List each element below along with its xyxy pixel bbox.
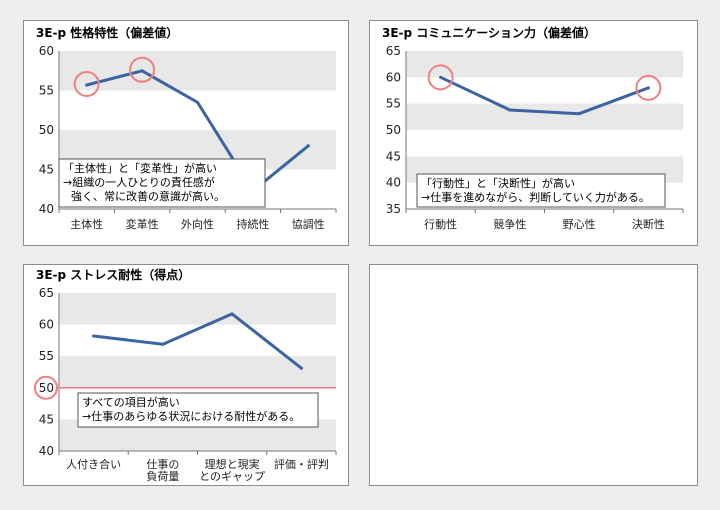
annotation-text: 強く、常に改善の意識が高い。 [71,189,225,203]
personality-chart: 3E-p 性格特性（偏差値） 60 55 50 45 40 主体性 変革性 外向性 持続性 協調性 「… [36,25,337,231]
highlight-circle [34,375,58,400]
highlight-circle [73,70,100,97]
chart-panel-stress: 3E-p ストレス耐性（得点） 65 60 55 50 45 40 人付き合い 仕事の負荷量 理想… [23,264,349,486]
annotation-text: →仕事を進めながら、判断していく力がある。 [421,190,650,204]
y-tick-label: 40 [39,202,54,216]
data-point [646,86,650,90]
annotation-box [416,173,666,208]
y-tick-label: 50 [386,123,401,137]
y-tick-label: 55 [39,349,54,363]
data-point [85,83,89,87]
x-category-label: 仕事の負荷量 [146,458,179,483]
data-point [577,112,581,116]
grid-band [59,356,336,388]
annotation-text: →組織の一人ひとりの責任感が [63,175,215,189]
empty-panel [369,264,698,486]
x-category-label: 変革性 [126,217,159,231]
annotation-text: 「主体性」と「変革性」が高い [63,161,217,175]
data-point [439,75,443,79]
y-tick-label: 45 [39,163,54,177]
highlight-circle [129,56,156,83]
y-tick-label: 50 [39,123,54,137]
grid-band [59,293,336,325]
highlight-circle [427,64,454,91]
x-category-label: 外向性 [181,217,214,231]
data-point [299,366,303,370]
data-point [196,100,199,104]
y-tick-label: 40 [386,176,401,190]
x-category-label: 競争性 [493,217,526,231]
data-point [306,144,310,148]
x-category-label: 野心性 [563,217,596,231]
highlight-circle [635,74,662,101]
y-tick-label: 45 [39,412,54,426]
data-point [508,108,512,112]
data-point [230,312,234,316]
y-tick-label: 55 [386,97,401,111]
chart-title: 3E-p 性格特性（偏差値） [36,25,178,40]
x-category-label: 決断性 [632,217,665,231]
y-tick-label: 65 [39,286,54,300]
annotation-text: 「行動性」と「決断性」が高い [421,176,575,190]
y-tick-label: 65 [386,44,401,58]
data-point [140,69,144,73]
y-tick-label: 60 [386,70,401,84]
y-tick-label: 60 [39,318,54,332]
x-category-label: 主体性 [70,217,103,231]
x-category-label: 人付き合い [66,457,121,471]
stress-chart: 3E-p ストレス耐性（得点） 65 60 55 50 45 40 人付き合い 仕事の負荷量理想… [34,267,337,483]
chart-title: 3E-p コミュニケーション力（偏差値） [382,25,596,40]
chart-panel-communication: 3E-p コミュニケーション力（偏差値） 65 60 55 50 45 40 35 行動性 競争性… [369,20,698,246]
y-tick-label: 55 [39,84,54,98]
x-category-label: 協調性 [292,217,325,231]
grid-band [406,103,683,130]
grid-band [406,51,683,78]
communication-chart: 3E-p コミュニケーション力（偏差値） 65 60 55 50 45 40 35 行動性 競争性… [382,25,684,231]
annotation-text: すべての項目が高い [82,395,180,409]
annotation-text: →仕事のあらゆる状況における耐性がある。 [82,409,300,423]
x-category-label: 行動性 [424,217,457,231]
y-tick-label: 45 [386,149,401,163]
data-point [161,342,165,346]
data-point [92,334,96,338]
y-tick-label: 40 [39,444,54,458]
y-tick-label: 35 [386,202,401,216]
chart-panel-personality: 3E-p 性格特性（偏差値） 60 55 50 45 40 主体性 変革性 外向性 持続性 協調性 「… [23,20,349,246]
series-line [92,312,303,370]
y-tick-label: 60 [39,44,54,58]
series-line [439,75,650,116]
x-category-label: 理想と現実とのギャップ [199,457,265,483]
chart-title: 3E-p ストレス耐性（得点） [36,267,190,282]
grid-band [59,51,336,91]
x-category-label: 持続性 [236,217,269,231]
x-category-label: 評価・評判 [274,457,329,471]
annotation-box [58,158,266,208]
y-tick-label: 50 [39,381,54,395]
annotation-box [77,392,319,428]
